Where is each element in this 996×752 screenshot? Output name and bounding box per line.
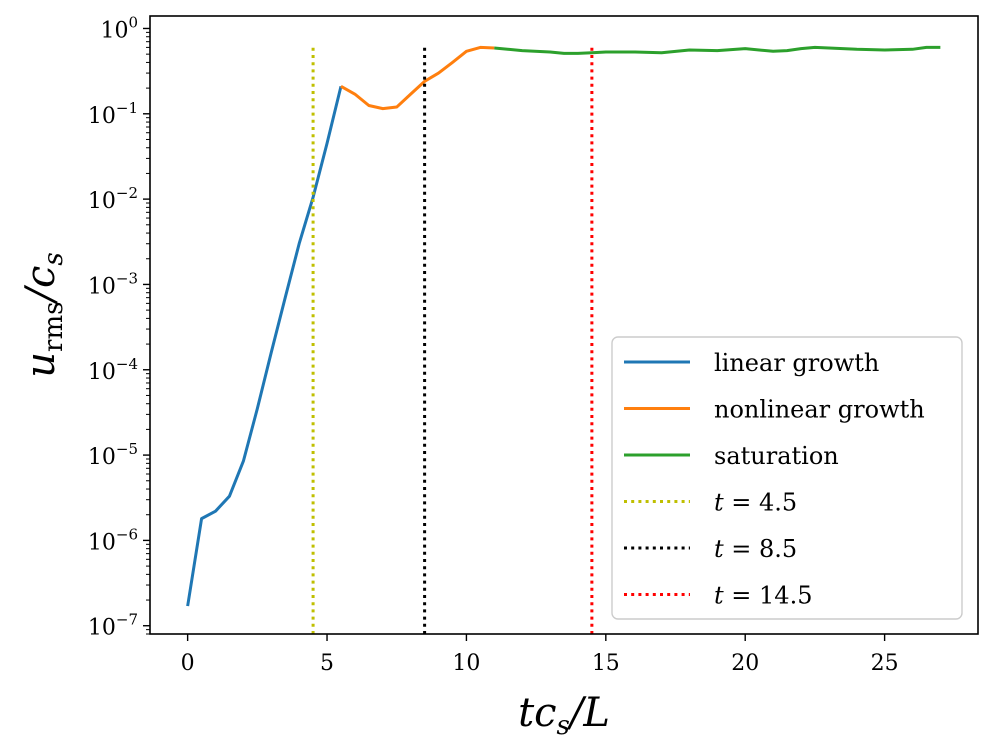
x-tick-label: 20 bbox=[731, 651, 759, 676]
series-line-linear-growth bbox=[186, 85, 343, 607]
legend-entry-label: t = 4.5 bbox=[714, 489, 797, 517]
y-tick-label: 10−3 bbox=[88, 269, 138, 299]
x-tick-label: 5 bbox=[320, 651, 334, 676]
y-tick-label: 100 bbox=[100, 13, 138, 43]
plot-area bbox=[186, 45, 941, 634]
y-tick-label: 10−1 bbox=[88, 99, 138, 129]
y-tick-label: 10−2 bbox=[88, 184, 138, 214]
legend-entry-label: nonlinear growth bbox=[714, 396, 925, 424]
y-tick-label: 10−4 bbox=[88, 355, 138, 385]
axes-frame bbox=[149, 15, 979, 635]
x-tick-label: 10 bbox=[452, 651, 480, 676]
x-axis: 0 5 10 15 20 25 bbox=[181, 634, 899, 676]
y-axis: 10−7 10−6 10−5 10−4 10−3 10−2 10−1 100 bbox=[88, 13, 150, 641]
legend-entry-label: t = 8.5 bbox=[714, 535, 797, 563]
legend-entry-label: saturation bbox=[714, 442, 839, 470]
x-tick-label: 25 bbox=[871, 651, 899, 676]
legend-box bbox=[611, 336, 963, 620]
legend-entry-label: t = 14.5 bbox=[714, 582, 812, 610]
y-tick-label: 10−5 bbox=[88, 440, 138, 470]
series-line-nonlinear-growth bbox=[340, 45, 495, 111]
legend-entry-label: linear growth bbox=[714, 349, 879, 377]
series-layer bbox=[186, 45, 941, 634]
x-tick-label: 15 bbox=[592, 651, 620, 676]
y-tick-label: 10−7 bbox=[88, 611, 138, 641]
x-axis-label: tcs/L bbox=[518, 690, 610, 741]
x-tick-label: 0 bbox=[181, 651, 195, 676]
series-line-saturation bbox=[494, 45, 941, 55]
y-tick-label: 10−6 bbox=[88, 525, 138, 555]
y-axis-label: urms/cs bbox=[18, 252, 69, 377]
legend: linear growth nonlinear growth saturation t… bbox=[611, 336, 963, 620]
